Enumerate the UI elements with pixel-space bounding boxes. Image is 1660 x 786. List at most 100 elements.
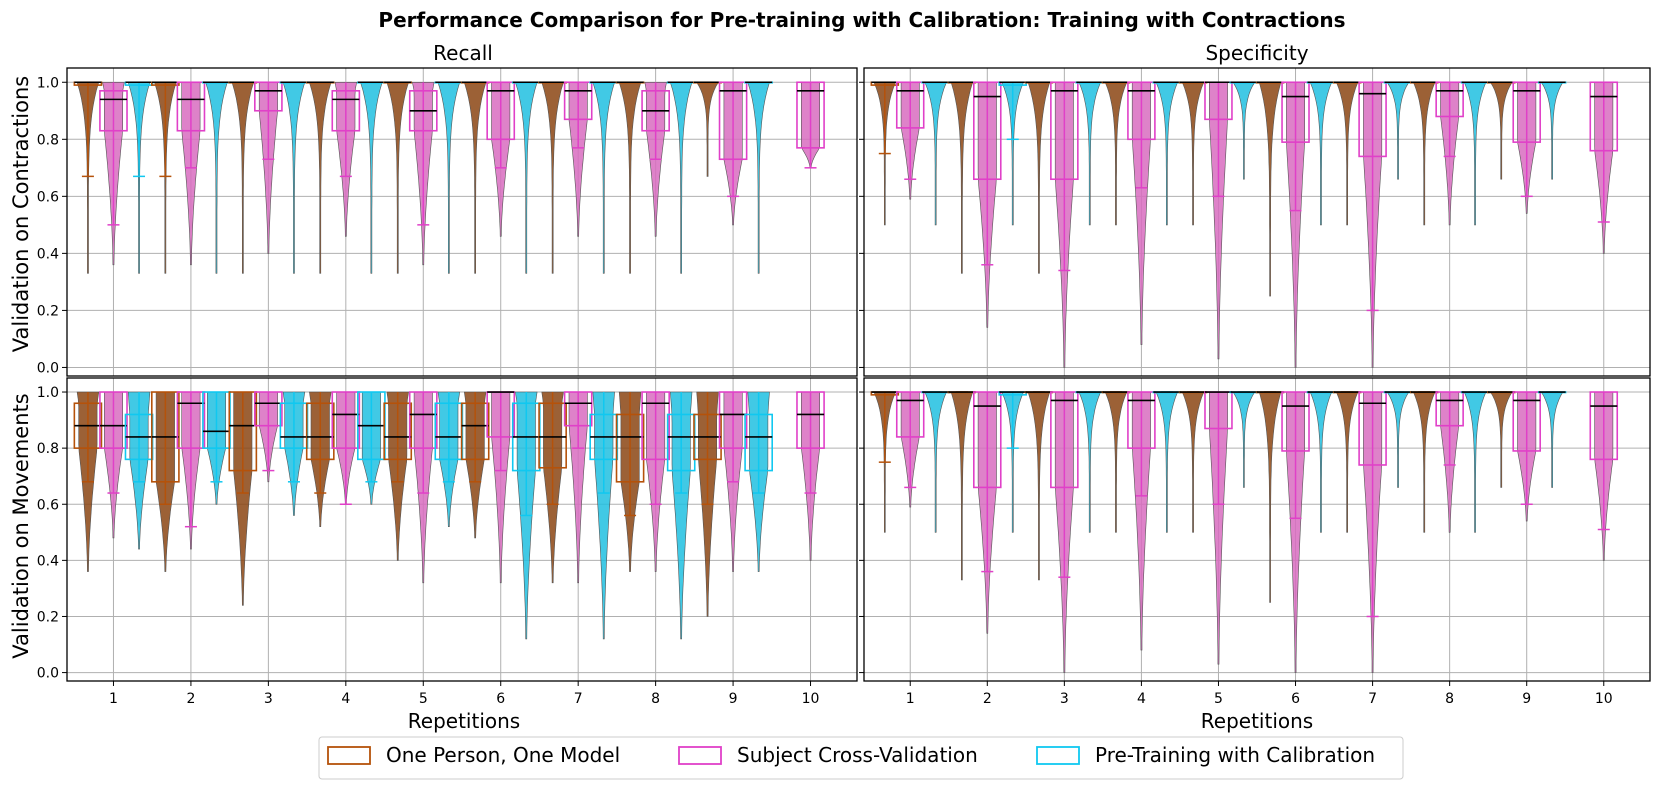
violin-mark: [1155, 391, 1179, 533]
box-mark: [1050, 81, 1079, 181]
box-mark: [305, 402, 335, 461]
y-tick-label: 0.6: [37, 189, 59, 205]
box-mark: [228, 391, 258, 472]
violin-mark: [950, 391, 974, 581]
x-tick-label: 10: [1595, 691, 1613, 707]
box-mark: [1512, 81, 1541, 143]
box-mark: [1281, 81, 1310, 143]
violin-mark: [1386, 391, 1410, 488]
box-mark: [973, 81, 1002, 181]
box-mark: [718, 81, 748, 161]
box-mark: [1435, 391, 1464, 427]
y-tick-label: 1.0: [37, 385, 59, 401]
x-tick-label: 5: [1214, 691, 1223, 707]
y-tick-label: 0.2: [37, 303, 59, 319]
x-tick-label: 4: [1137, 691, 1146, 707]
legend: One Person, One Model Subject Cross-Vali…: [318, 736, 1404, 780]
violin-mark: [514, 82, 538, 274]
box-mark: [1589, 391, 1619, 461]
box-mark: [486, 81, 516, 141]
violin-mark: [309, 82, 332, 274]
box-mark: [563, 81, 593, 121]
violin-mark: [541, 82, 564, 274]
violin-mark: [696, 82, 719, 177]
y-tick-label: 1.0: [37, 75, 59, 91]
violin-mark: [386, 82, 410, 274]
box-mark: [1589, 81, 1619, 152]
box-mark: [563, 391, 593, 427]
box-mark: [331, 90, 361, 132]
y-tick-label: 0.2: [37, 609, 59, 625]
violin-mark: [231, 82, 255, 274]
x-tick-label: 4: [341, 691, 350, 707]
y-tick-label: 0.6: [37, 497, 59, 513]
x-tick-label: 2: [186, 691, 195, 707]
violin-mark: [1155, 82, 1179, 226]
box-mark: [1435, 81, 1464, 118]
x-tick-label: 8: [651, 691, 660, 707]
panel-3: 1 2 3 4 5 6 7 8 9 10: [859, 377, 1651, 707]
violin-mark: [924, 82, 947, 226]
box-mark: [460, 402, 490, 461]
box-mark: [1281, 391, 1310, 452]
violin-mark: [1104, 391, 1128, 533]
y-tick-label: 0.8: [37, 132, 59, 148]
x-tick-label: 9: [1522, 691, 1531, 707]
box-mark: [718, 391, 748, 449]
x-tick-label: 1: [906, 691, 915, 707]
legend-label-pretraining: Pre-Training with Calibration: [1095, 743, 1375, 767]
violin-mark: [205, 82, 228, 274]
box-mark: [176, 391, 206, 449]
violin-mark: [1258, 82, 1282, 297]
x-tick-label: 10: [802, 691, 820, 707]
box-mark: [331, 391, 361, 449]
box-mark: [1358, 391, 1387, 466]
violin-mark: [669, 391, 693, 640]
violin-mark: [1232, 82, 1256, 180]
x-tick-label: 7: [574, 691, 583, 707]
violin-mark: [1412, 82, 1436, 226]
violin-mark: [437, 82, 461, 274]
row-label-movements: Validation on Movements: [9, 393, 33, 658]
violin-mark: [1258, 391, 1282, 603]
violin-mark: [1489, 391, 1513, 488]
x-tick-label: 9: [729, 691, 738, 707]
y-tick-label: 0.4: [37, 553, 59, 569]
x-tick-label: 3: [1060, 691, 1069, 707]
x-tick-label: 3: [264, 691, 273, 707]
box-mark: [1050, 391, 1079, 489]
x-tick-label: 5: [419, 691, 428, 707]
violin-mark: [1489, 82, 1513, 180]
violin-mark: [1540, 391, 1564, 488]
x-axis-label-left: Repetitions: [408, 709, 520, 733]
x-tick-label: 6: [1291, 691, 1300, 707]
box-mark: [99, 90, 128, 132]
violin-mark: [618, 82, 642, 274]
y-tick-label: 0.8: [37, 441, 59, 457]
violin-mark: [1412, 391, 1436, 533]
violin-mark: [1078, 82, 1102, 226]
violin-mark: [1540, 82, 1564, 180]
x-tick-label: 1: [109, 691, 118, 707]
violin-mark: [924, 391, 947, 533]
panel-1: [859, 67, 1651, 377]
violin-mark: [1078, 391, 1102, 533]
violin-mark: [1386, 82, 1410, 180]
box-mark: [796, 81, 825, 149]
box-mark: [176, 81, 206, 132]
violin-mark: [1027, 82, 1051, 274]
violin-mark: [1309, 82, 1333, 226]
violin-mark: [1463, 82, 1487, 226]
plot-panels: 0.0 0.2 0.4 0.6 0.8 1.0 0.0 0.2 0.4 0.6 0.8 1.0 1 2 3 4…: [37, 67, 1651, 707]
box-mark: [538, 402, 567, 469]
box-mark: [254, 391, 283, 427]
x-tick-label: 7: [1368, 691, 1377, 707]
violin-mark: [747, 82, 770, 274]
y-tick-label: 0.0: [37, 666, 59, 682]
col-title-recall: Recall: [433, 41, 493, 65]
x-tick-label: 8: [1445, 691, 1454, 707]
box-mark: [615, 413, 645, 483]
box-mark: [99, 391, 128, 449]
violin-mark: [1309, 391, 1333, 533]
